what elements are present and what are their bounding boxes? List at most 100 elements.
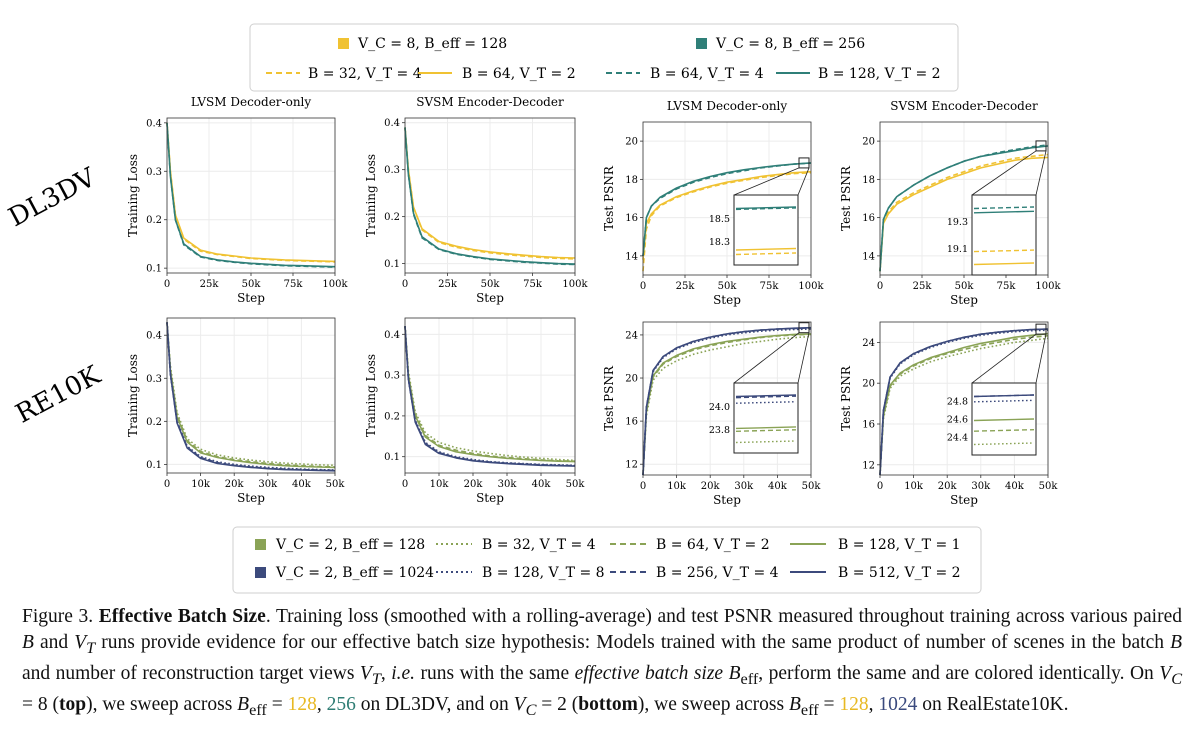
x-tick-label-1: 25k [913, 281, 933, 292]
x-tick-label-5: 50k [1039, 481, 1059, 492]
caption-text-5: , [380, 662, 392, 684]
inset-series-0 [973, 249, 1035, 253]
series-line-2 [879, 332, 1049, 476]
y-tick-label-3: 0.4 [384, 330, 400, 341]
y-tick-label-3: 20 [625, 137, 638, 148]
legend-swatch-beff-128 [338, 38, 349, 49]
x-tick-label-3: 75k [997, 281, 1017, 292]
inset-series-2 [735, 426, 797, 430]
series-line-5 [879, 328, 1049, 476]
var-b: B [22, 631, 34, 653]
y-tick-label-2: 0.3 [384, 371, 400, 382]
x-axis-label: Step [950, 293, 978, 307]
series-line-5 [166, 322, 336, 472]
x-tick-label-4: 100k [562, 279, 588, 290]
panel-dl3dv-loss-svsm: 0 25k 50k 75k 100k 0.1 0.2 0.3 0.4 Step Training L… [364, 95, 589, 305]
x-tick-label-2: 50k [481, 279, 501, 290]
zoom-connector-left [733, 167, 800, 196]
y-tick-label-2: 0.3 [384, 165, 400, 176]
y-tick-label-0: 0.1 [384, 452, 400, 463]
caption-text-16: = [818, 694, 840, 716]
x-tick-label-1: 10k [191, 479, 211, 490]
inset-series-4 [735, 395, 797, 399]
caption-text-6: runs with the same [415, 662, 575, 684]
series-line-3 [166, 122, 336, 268]
x-tick-label-4: 100k [1035, 281, 1061, 292]
x-axis-label: Step [237, 291, 265, 305]
x-tick-label-5: 50k [326, 479, 346, 490]
y-axis-label: Training Loss [364, 154, 378, 237]
y-axis-label: Training Loss [364, 354, 378, 437]
x-tick-label-0: 0 [402, 279, 408, 290]
series-line-0 [642, 171, 812, 272]
y-tick-label-2: 0.3 [146, 167, 162, 178]
x-tick-label-3: 75k [760, 281, 780, 292]
series-line-1 [879, 156, 1049, 272]
caption-text-3: runs provide evidence for our effective … [95, 631, 1171, 653]
x-tick-label-2: 20k [938, 481, 958, 492]
caption-text-9: = 8 ( [22, 694, 59, 716]
y-tick-label-1: 0.2 [146, 417, 162, 428]
panel-re10k-loss-svsm: 0 10k 20k 30k 40k 50k 0.1 0.2 0.3 0.4 Step Training… [364, 317, 586, 505]
legend-label-b64-vt4: B = 64, V_T = 4 [650, 66, 764, 82]
y-tick-label-2: 18 [625, 175, 638, 186]
x-tick-label-1: 25k [438, 279, 458, 290]
zoom-marker [798, 322, 810, 334]
series-line-2 [642, 333, 812, 476]
x-tick-label-4: 100k [798, 281, 824, 292]
legend-label-b64-vt2: B = 64, V_T = 2 [462, 66, 576, 82]
legend-label-b512-vt2-re10k: B = 512, V_T = 2 [838, 565, 961, 581]
zoom-connector-right [797, 332, 810, 384]
caption-text-14: = 2 ( [536, 694, 579, 716]
y-tick-label-0: 0.1 [146, 264, 162, 275]
x-tick-label-0: 0 [640, 281, 646, 292]
caption-text-1: . Training loss (smoothed with a rolling… [265, 606, 1183, 627]
caption-text-8: , perform the same and are colored ident… [758, 662, 1160, 684]
x-tick-label-1: 10k [430, 479, 450, 490]
y-tick-label-1: 16 [625, 417, 638, 428]
panel-re10k-loss-lvsm: 0 10k 20k 30k 40k 50k 0.1 0.2 0.3 0.4 Step Training… [126, 317, 346, 505]
caption-text-12: , [316, 694, 327, 716]
series-line-0 [404, 326, 576, 462]
x-tick-label-1: 10k [667, 481, 687, 492]
var-vc: V [1159, 662, 1172, 684]
y-axis-label: Test PSNR [602, 165, 616, 231]
x-tick-label-0: 0 [640, 481, 646, 492]
legend-swatch-beff-128-re10k [255, 539, 266, 550]
y-tick-label-2: 20 [625, 374, 638, 385]
zoom-connector-left [971, 150, 1037, 196]
legend-bottom: V_C = 2, B_eff = 128 V_C = 2, B_eff = 10… [232, 526, 982, 594]
inset-box [733, 382, 799, 454]
y-tick-label-1: 16 [625, 213, 638, 224]
x-tick-label-5: 50k [566, 479, 586, 490]
y-axis-label: Test PSNR [839, 365, 853, 431]
y-tick-label-3: 0.4 [146, 331, 162, 342]
inset-series-0 [735, 252, 797, 256]
x-tick-label-3: 75k [284, 279, 304, 290]
series-line-0 [166, 322, 336, 467]
legend-label-b32-vt4-re10k: B = 32, V_T = 4 [482, 537, 596, 553]
inset-tick-label-0: 19.3 [947, 217, 968, 228]
series-line-3 [404, 326, 576, 467]
var-vc-2: V [513, 694, 526, 716]
y-axis-label: Test PSNR [602, 365, 616, 431]
figure-3: V_C = 8, B_eff = 128 V_C = 8, B_eff = 25… [4, 23, 1062, 594]
x-tick-label-3: 30k [971, 481, 991, 492]
caption-value-1024: 1024 [878, 694, 918, 716]
legend-label-b128-vt1-re10k: B = 128, V_T = 1 [838, 537, 961, 553]
x-tick-label-3: 30k [258, 479, 278, 490]
legend-group-beff-128: V_C = 8, B_eff = 128 [357, 36, 507, 52]
x-tick-label-4: 100k [322, 279, 348, 290]
y-tick-label-1: 0.2 [146, 215, 162, 226]
panel-dl3dv-psnr-svsm: 0 25k 50k 75k 100k 14 16 18 20 Step Test PSNR SVSM … [839, 99, 1062, 307]
x-tick-label-3: 75k [523, 279, 543, 290]
series-line-2 [404, 326, 576, 463]
series-line-4 [404, 326, 576, 467]
inset-series-5 [735, 394, 797, 398]
x-tick-label-0: 0 [877, 481, 883, 492]
legend-swatch-beff-1024 [255, 567, 266, 578]
x-tick-label-2: 20k [464, 479, 484, 490]
x-axis-label: Step [950, 493, 978, 507]
var-vt-sub: T [86, 638, 96, 657]
x-tick-label-1: 10k [904, 481, 924, 492]
